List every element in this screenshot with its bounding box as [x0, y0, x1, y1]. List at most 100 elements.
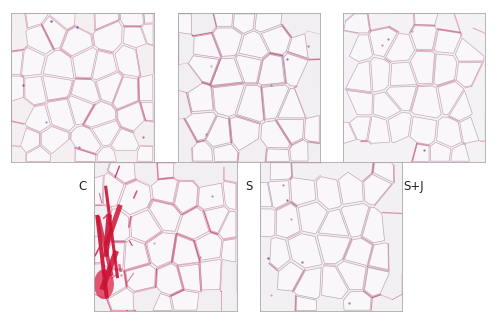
Polygon shape	[364, 174, 392, 205]
Polygon shape	[0, 14, 10, 30]
Polygon shape	[106, 209, 130, 240]
Polygon shape	[25, 76, 46, 105]
Polygon shape	[270, 237, 290, 269]
Polygon shape	[72, 312, 93, 324]
Polygon shape	[212, 58, 242, 85]
Polygon shape	[213, 84, 244, 116]
Polygon shape	[438, 82, 464, 115]
Polygon shape	[136, 140, 157, 161]
Polygon shape	[278, 262, 303, 291]
Polygon shape	[62, 27, 92, 56]
Polygon shape	[317, 235, 350, 264]
Polygon shape	[368, 116, 390, 143]
Polygon shape	[194, 34, 220, 58]
Polygon shape	[293, 145, 320, 161]
Polygon shape	[403, 312, 413, 324]
Polygon shape	[338, 172, 363, 204]
Polygon shape	[410, 26, 436, 50]
Polygon shape	[430, 142, 450, 161]
Polygon shape	[318, 312, 342, 324]
Polygon shape	[296, 296, 316, 310]
Polygon shape	[12, 51, 23, 74]
Polygon shape	[239, 163, 266, 184]
Polygon shape	[178, 264, 201, 292]
Polygon shape	[154, 122, 172, 145]
Text: S: S	[245, 180, 252, 193]
Polygon shape	[26, 146, 50, 161]
Polygon shape	[200, 260, 221, 290]
Polygon shape	[404, 139, 423, 161]
Polygon shape	[124, 27, 146, 48]
Polygon shape	[22, 48, 45, 76]
Polygon shape	[372, 312, 394, 324]
Polygon shape	[152, 179, 178, 203]
Polygon shape	[84, 101, 116, 127]
Polygon shape	[320, 0, 342, 12]
Polygon shape	[206, 116, 231, 147]
Polygon shape	[344, 292, 371, 310]
Polygon shape	[290, 140, 308, 161]
Polygon shape	[214, 144, 238, 161]
Polygon shape	[42, 126, 69, 154]
Polygon shape	[436, 117, 462, 147]
Polygon shape	[449, 90, 472, 121]
Polygon shape	[368, 243, 388, 270]
Polygon shape	[102, 243, 124, 269]
Polygon shape	[142, 24, 153, 45]
Ellipse shape	[94, 269, 114, 299]
Polygon shape	[328, 56, 342, 88]
Polygon shape	[243, 265, 259, 292]
Polygon shape	[350, 117, 370, 140]
Polygon shape	[172, 291, 199, 310]
Polygon shape	[284, 53, 308, 86]
Polygon shape	[336, 261, 366, 290]
Polygon shape	[362, 207, 384, 243]
Polygon shape	[262, 26, 290, 55]
Polygon shape	[93, 21, 122, 52]
Polygon shape	[320, 143, 331, 161]
Polygon shape	[304, 116, 319, 142]
Polygon shape	[72, 142, 93, 161]
Polygon shape	[126, 265, 156, 291]
Polygon shape	[260, 209, 275, 237]
Polygon shape	[213, 28, 242, 56]
Polygon shape	[237, 85, 264, 122]
Polygon shape	[276, 203, 300, 238]
Polygon shape	[108, 163, 136, 183]
Polygon shape	[341, 203, 369, 237]
Polygon shape	[94, 175, 103, 205]
Polygon shape	[12, 76, 24, 101]
Polygon shape	[162, 35, 177, 64]
Polygon shape	[118, 102, 144, 131]
Polygon shape	[266, 149, 289, 161]
Polygon shape	[50, 14, 75, 29]
Polygon shape	[42, 75, 72, 100]
Polygon shape	[116, 162, 136, 173]
Polygon shape	[236, 55, 262, 83]
Polygon shape	[95, 14, 118, 29]
Polygon shape	[196, 233, 222, 260]
Polygon shape	[219, 211, 236, 239]
Polygon shape	[113, 77, 138, 109]
Polygon shape	[164, 92, 177, 118]
Polygon shape	[403, 243, 416, 273]
Polygon shape	[276, 120, 304, 144]
Polygon shape	[456, 38, 484, 61]
Polygon shape	[412, 144, 429, 161]
Polygon shape	[186, 112, 216, 140]
Polygon shape	[255, 14, 282, 32]
Polygon shape	[177, 208, 209, 239]
Polygon shape	[158, 163, 174, 179]
Polygon shape	[346, 61, 371, 92]
Polygon shape	[230, 117, 260, 151]
Polygon shape	[374, 163, 394, 182]
Polygon shape	[97, 146, 116, 161]
Polygon shape	[346, 90, 372, 115]
Polygon shape	[192, 141, 213, 161]
Polygon shape	[410, 117, 436, 145]
Polygon shape	[104, 269, 126, 297]
Polygon shape	[52, 163, 74, 183]
Polygon shape	[364, 268, 390, 296]
Polygon shape	[188, 83, 213, 112]
Polygon shape	[12, 163, 25, 180]
